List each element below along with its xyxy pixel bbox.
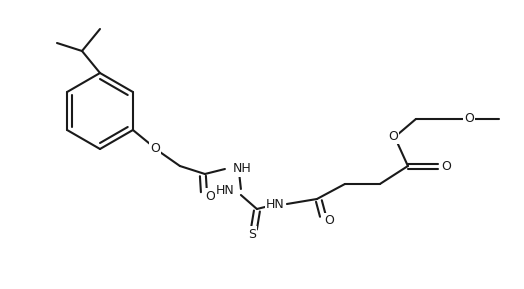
Text: NH: NH bbox=[233, 162, 252, 175]
Text: S: S bbox=[248, 227, 256, 240]
Text: O: O bbox=[388, 129, 398, 142]
Text: O: O bbox=[150, 142, 160, 155]
Text: O: O bbox=[464, 112, 474, 125]
Text: O: O bbox=[205, 190, 215, 203]
Text: HN: HN bbox=[216, 184, 235, 197]
Text: O: O bbox=[324, 214, 334, 227]
Text: O: O bbox=[441, 160, 451, 173]
Text: HN: HN bbox=[266, 197, 285, 210]
